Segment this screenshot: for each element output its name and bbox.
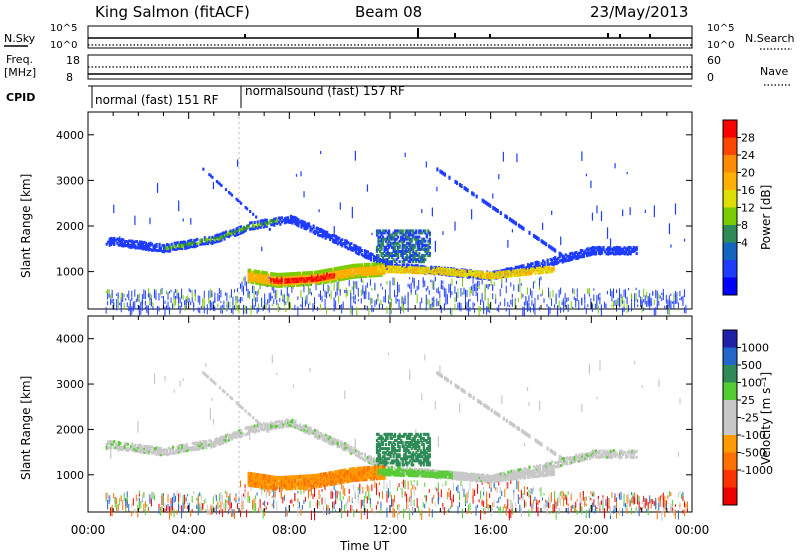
velocity-colorbar: 1000 500 100 25 -25 -100 -500 -1000	[722, 329, 773, 506]
freq-strip	[87, 54, 693, 80]
x-tick-label: 04:00	[171, 523, 206, 537]
colorbar-swatch	[723, 452, 737, 471]
colorbar-tick-label: 28	[741, 132, 755, 145]
colorbar-tick-label: -25	[741, 412, 759, 425]
colorbar-swatch	[723, 225, 737, 243]
velocity-colorbar-label: Velocity [m s⁻¹]	[759, 372, 773, 465]
colorbar-swatch	[723, 190, 737, 208]
power-panel: 1000 2000 3000 4000	[56, 111, 693, 318]
colorbar-swatch	[723, 347, 737, 366]
colorbar-swatch	[723, 400, 737, 418]
colorbar-swatch	[723, 137, 737, 156]
colorbar-tick-label: 100	[741, 377, 762, 390]
colorbar-swatch	[723, 172, 737, 191]
colorbar-tick-label: 16	[741, 184, 755, 197]
cpid-mode-1: normal (fast) 151 RF	[95, 93, 219, 107]
colorbar-swatch	[723, 382, 737, 401]
colorbar-tick-label: 12	[741, 202, 755, 215]
x-tick-label: 00:00	[675, 523, 710, 537]
nsky-trace	[88, 28, 692, 39]
y-tick-label: 4000	[56, 129, 84, 142]
x-tick-label: 20:00	[574, 523, 609, 537]
x-tick-label: 16:00	[473, 523, 508, 537]
colorbar-swatch	[723, 487, 737, 506]
colorbar-swatch	[723, 260, 737, 278]
colorbar-swatch	[723, 242, 737, 261]
nsearch-top-tick: 10^5	[707, 23, 734, 34]
colorbar-swatch	[723, 365, 737, 383]
freq-label: Freq.	[6, 53, 33, 66]
y-tick-label: 3000	[56, 378, 84, 391]
nsky-bottom-tick: 10^0	[50, 40, 77, 51]
colorbar-tick-label: -1000	[741, 464, 773, 477]
velocity-axes: 1000 2000 3000 4000	[56, 316, 693, 512]
power-data	[105, 112, 687, 318]
colorbar-swatch	[723, 435, 737, 453]
freq-top-tick: 18	[66, 54, 80, 67]
nave-bottom-tick: 0	[707, 71, 714, 84]
colorbar-swatch	[723, 330, 737, 348]
x-axis-label: Time UT	[339, 539, 390, 553]
colorbar-swatch	[723, 120, 737, 138]
y-tick-label: 1000	[56, 469, 84, 482]
power-colorbar-label: Power [dB]	[759, 185, 773, 250]
velocity-ylabel: Slant Range [km]	[19, 376, 33, 480]
velocity-panel: 1000 2000 3000 4000	[56, 315, 693, 521]
colorbar-tick-label: 1000	[741, 342, 769, 355]
x-tick-label: 08:00	[272, 523, 307, 537]
colorbar-swatch	[723, 155, 737, 173]
y-tick-label: 2000	[56, 220, 84, 233]
nsky-label: N.Sky	[4, 32, 36, 45]
y-tick-label: 4000	[56, 333, 84, 346]
freq-bottom-tick: 8	[66, 71, 73, 84]
colorbar-tick-label: 24	[741, 149, 755, 162]
colorbar-swatch	[723, 277, 737, 296]
x-tick-labels: 00:00 04:00 08:00 12:00 16:00 20:00 00:00	[71, 523, 710, 537]
colorbar-tick-label: -500	[741, 447, 766, 460]
colorbar-tick-label: 25	[741, 394, 755, 407]
nsky-strip	[87, 25, 693, 49]
power-ylabel: Slant Range [km]	[19, 174, 33, 278]
colorbar-swatch	[723, 470, 737, 488]
velocity-data	[105, 316, 688, 521]
nave-top-tick: 60	[707, 54, 721, 67]
colorbar-swatch	[723, 417, 737, 436]
nave-label: Nave	[760, 65, 788, 78]
beam-title: Beam 08	[355, 3, 422, 21]
y-tick-label: 3000	[56, 174, 84, 187]
y-tick-label: 1000	[56, 266, 84, 279]
colorbar-tick-label: 8	[741, 219, 748, 232]
power-axes: 1000 2000 3000 4000	[56, 112, 693, 309]
cpid-label: CPID	[6, 91, 35, 104]
freq-unit-label: [MHz]	[4, 66, 36, 79]
colorbar-tick-label: -100	[741, 429, 766, 442]
x-tick-label: 00:00	[71, 523, 106, 537]
colorbar-tick-label: 20	[741, 167, 755, 180]
nsearch-label: N.Search	[745, 32, 795, 45]
nsearch-bottom-tick: 10^0	[707, 40, 734, 51]
cpid-mode-2: normalsound (fast) 157 RF	[245, 84, 405, 98]
date-title: 23/May/2013	[590, 3, 688, 21]
y-tick-label: 2000	[56, 423, 84, 436]
nsky-top-tick: 10^5	[50, 23, 77, 34]
power-colorbar: 28 24 20 16 12 8 4	[722, 119, 755, 296]
colorbar-tick-label: 500	[741, 359, 762, 372]
x-tick-label: 12:00	[373, 523, 408, 537]
station-title: King Salmon (fitACF)	[95, 3, 250, 21]
colorbar-tick-label: 4	[741, 237, 748, 250]
colorbar-swatch	[723, 207, 737, 226]
